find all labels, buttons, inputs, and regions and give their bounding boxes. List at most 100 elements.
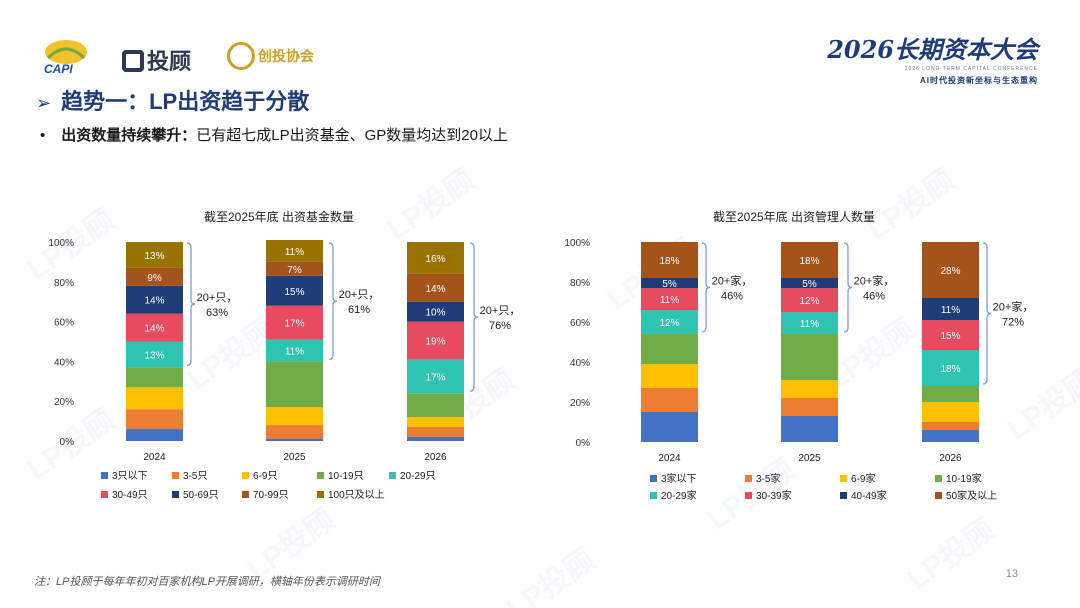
bar-segment [126,285,183,314]
bracket-value: 46% [863,291,885,303]
legend-swatch [389,472,396,479]
bar-segment [407,301,464,322]
legend-label: 100只及以上 [328,489,385,501]
data-label: 17% [284,319,304,330]
bar-segment [266,339,323,362]
data-label: 13% [144,251,164,262]
lp-mark-icon [122,50,144,72]
bar-segment [266,425,323,440]
bar-segment [266,240,323,262]
bar-segment [781,278,838,288]
bracket-label: 20+只， [197,292,238,304]
bar-segment [781,334,838,380]
bracket-line [328,242,338,361]
data-label: 5% [662,279,677,290]
y-tick-label: 80% [570,278,590,289]
data-label: 14% [144,296,164,307]
bracket-line [701,242,711,333]
bar-segment [641,310,698,334]
bar-segment [266,439,323,441]
bar-segment [781,312,838,334]
legend-label: 30-39家 [756,489,792,502]
bracket-label: 20+家， [993,300,1034,314]
lp-logo: 投顾 [122,44,191,76]
bar-segment [266,275,323,306]
data-label: 12% [659,318,679,329]
footnote: 注：LP投顾于每年年初对百家机构LP开展调研，横轴年份表示调研时间 [34,576,380,588]
data-label: 12% [799,296,819,307]
conference-logo: 2026长期资本大会 2026 LONG TERM CAPITAL CONFER… [827,30,1038,86]
x-tick-label: 2026 [424,452,447,463]
lp-logo-text: 投顾 [147,49,192,74]
bar-segment [126,313,183,342]
legend-label: 20-29家 [661,489,697,502]
data-label: 11% [660,295,679,306]
bar-segment [407,321,464,360]
conference-subtitle-cn: AI时代投资新坐标与生态重构 [920,76,1038,85]
bar-segment [407,427,464,438]
bracket-line [982,242,992,385]
data-label: 17% [425,372,445,383]
bracket-value: 72% [1002,317,1024,329]
bar-segment [641,288,698,310]
key-point: • 出资数量持续攀升：已有超七成LP出资基金、GP数量均达到20以上 [40,124,508,145]
data-label: 9% [147,273,162,284]
legend-swatch [172,472,179,479]
data-label: 10% [425,308,445,319]
bracket-value: 61% [348,304,370,316]
bar-segment [407,242,464,274]
y-tick-label: 100% [48,238,74,249]
legend-label: 3家以下 [661,472,697,485]
key-point-text: 已有超七成LP出资基金、GP数量均达到20以上 [196,127,508,144]
bar-segment [922,422,979,430]
bullet-dot-icon: • [40,127,46,144]
bar-segment [781,398,838,416]
data-label: 18% [799,256,819,267]
bracket-label: 20+家， [854,274,895,288]
data-label: 14% [425,284,445,295]
x-tick-label: 2025 [283,452,306,463]
legend-label: 3-5只 [183,471,207,482]
bracket-line [469,242,479,392]
bracket-line [843,242,853,333]
chart-title: 截至2025年底 出资基金数量 [204,209,354,224]
bracket-line [186,242,196,367]
legend-label: 50-69只 [183,490,219,501]
legend-label: 50家及以上 [946,489,997,502]
bar-segment [266,407,323,426]
bracket-value: 76% [489,320,511,332]
data-label: 11% [285,247,304,258]
y-tick-label: 80% [54,278,74,289]
bar-segment [781,416,838,442]
data-label: 18% [659,256,679,267]
association-logo-text: 创投协会 [258,48,314,64]
bar-segment [126,429,183,441]
data-label: 15% [940,331,960,342]
arrow-bullet-icon: ➢ [36,93,52,113]
bar-segment [126,341,183,368]
key-point-bold: 出资数量持续攀升： [61,127,197,144]
bar-segment [266,361,323,408]
y-tick-label: 0% [60,437,75,448]
legend-swatch [840,475,847,482]
bracket-label: 20+只， [339,289,380,301]
legend-swatch [101,491,108,498]
x-tick-label: 2024 [143,452,166,463]
bar-segment [922,430,979,442]
bar-segment [266,261,323,276]
bar-segment [922,386,979,402]
bar-segment [407,273,464,302]
bar-segment [126,387,183,410]
legend-swatch [935,475,942,482]
bar-segment [407,359,464,394]
bar-segment [641,412,698,442]
data-label: 13% [144,350,164,361]
bar-segment [641,388,698,412]
capi-leaf-icon [45,40,87,64]
legend-label: 20-29只 [400,471,436,482]
bracket-value: 63% [206,307,228,319]
association-logo: 创投协会 [227,42,314,70]
bar-segment [922,350,979,386]
legend-swatch [745,475,752,482]
